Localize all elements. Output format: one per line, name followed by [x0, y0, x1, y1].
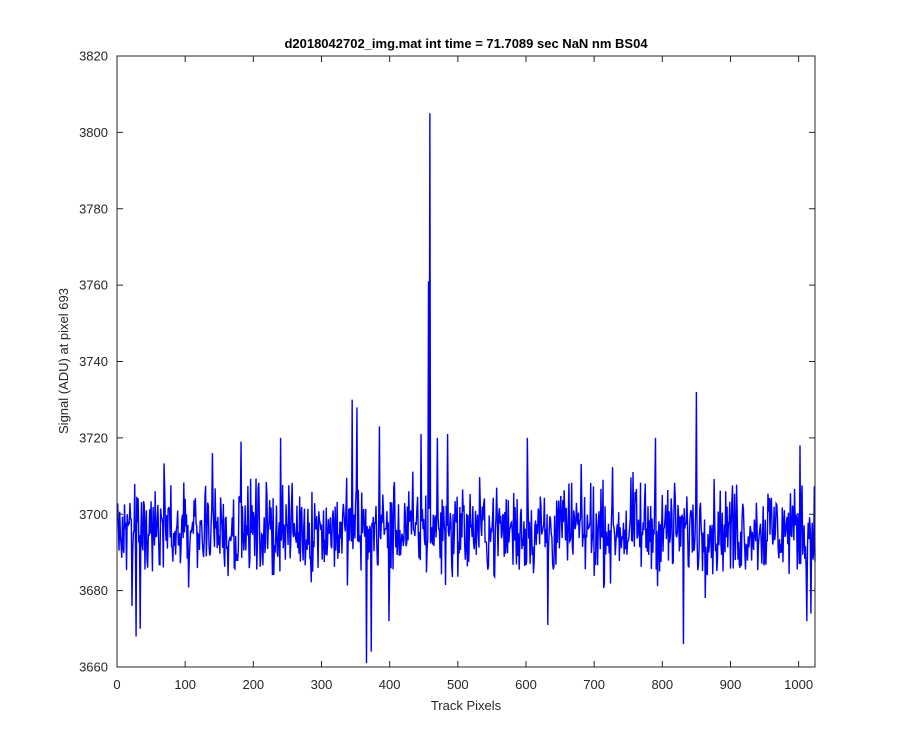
chart-title: d2018042702_img.mat int time = 71.7089 s…	[284, 36, 648, 51]
y-tick-label: 3800	[79, 125, 108, 140]
tick-layer: 0 100 200 300 400 500 600 700 800 900 1000 3660 3680…	[79, 49, 815, 692]
y-tick-label: 3780	[79, 201, 108, 216]
x-tick-label: 900	[720, 677, 742, 692]
x-tick-label: 300	[311, 677, 333, 692]
plot-area-background	[117, 56, 815, 667]
x-tick-label: 0	[113, 677, 120, 692]
y-tick-label: 3700	[79, 507, 108, 522]
x-tick-label: 800	[651, 677, 673, 692]
y-tick-label: 3760	[79, 278, 108, 293]
y-tick-label: 3820	[79, 49, 108, 64]
x-tick-label: 200	[242, 677, 264, 692]
x-tick-label: 700	[583, 677, 605, 692]
signal-series-line	[116, 113, 816, 664]
x-tick-label: 1000	[784, 677, 813, 692]
y-tick-label: 3660	[79, 660, 108, 675]
y-tick-label: 3720	[79, 430, 108, 445]
y-tick-label: 3680	[79, 583, 108, 598]
y-tick-label: 3740	[79, 354, 108, 369]
series-layer	[116, 113, 816, 664]
x-tick-label: 400	[379, 677, 401, 692]
y-axis-label: Signal (ADU) at pixel 693	[56, 288, 71, 434]
x-tick-label: 100	[174, 677, 196, 692]
x-axis-label: Track Pixels	[431, 698, 502, 713]
x-tick-label: 600	[515, 677, 537, 692]
x-tick-label: 500	[447, 677, 469, 692]
